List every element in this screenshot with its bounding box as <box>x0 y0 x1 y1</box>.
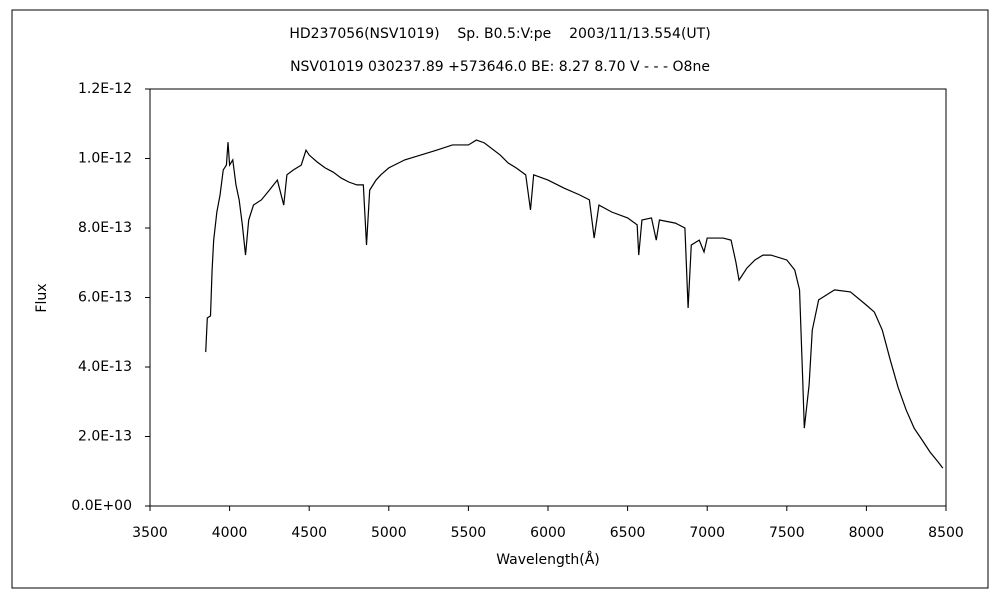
x-tick-label: 5500 <box>451 525 487 541</box>
x-tick-label: 8000 <box>849 525 885 541</box>
chart-title: HD237056(NSV1019) Sp. B0.5:V:pe 2003/11/… <box>289 26 710 42</box>
spectrum-line <box>205 139 944 469</box>
x-tick-label: 6000 <box>530 525 566 541</box>
x-tick-label: 7000 <box>689 525 725 541</box>
y-tick-label: 0.0E+00 <box>71 498 132 514</box>
y-tick-label: 1.0E-12 <box>78 151 132 167</box>
y-tick-label: 2.0E-13 <box>78 429 132 445</box>
chart-frame <box>11 9 989 589</box>
x-tick-label: 7500 <box>769 525 805 541</box>
x-tick-label: 4500 <box>291 525 327 541</box>
y-tick-label: 6.0E-13 <box>78 290 132 306</box>
y-tick-label: 8.0E-13 <box>78 220 132 236</box>
x-tick-label: 8500 <box>928 525 964 541</box>
y-tick-label: 4.0E-13 <box>78 359 132 375</box>
y-tick-label: 1.2E-12 <box>78 81 132 97</box>
x-tick-label: 3500 <box>132 525 168 541</box>
chart-subtitle: NSV01019 030237.89 +573646.0 BE: 8.27 8.… <box>290 59 710 75</box>
x-tick-label: 4000 <box>212 525 248 541</box>
y-axis-label: Flux <box>34 283 50 312</box>
x-tick-label: 6500 <box>610 525 646 541</box>
x-tick-label: 5000 <box>371 525 407 541</box>
x-axis-label: Wavelength(Å) <box>496 551 600 568</box>
